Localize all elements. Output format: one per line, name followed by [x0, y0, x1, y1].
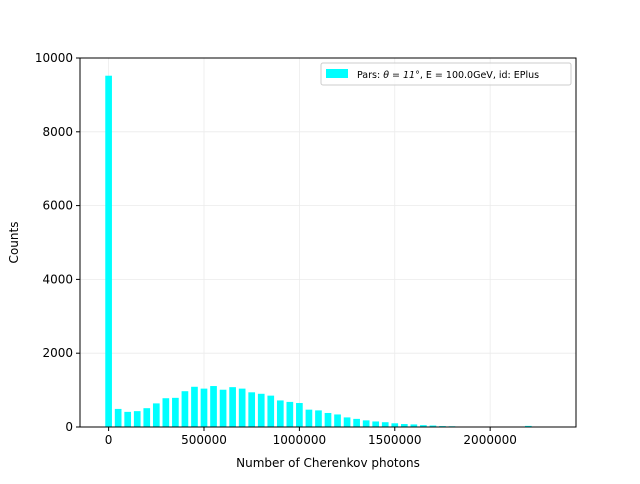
- legend-energy: E = 100.0GeV: [426, 70, 493, 81]
- y-tick-label: 2000: [42, 346, 73, 360]
- x-tick-label: 1000000: [273, 433, 326, 447]
- y-tick-label: 8000: [42, 125, 73, 139]
- legend-swatch: [326, 69, 348, 78]
- legend-suffix: , id: EPlus: [493, 70, 539, 81]
- histogram-bar: [248, 392, 255, 427]
- legend: Pars: θ = 11°, E = 100.0GeV, id: EPlus: [321, 63, 571, 85]
- y-tick-label: 6000: [42, 199, 73, 213]
- histogram-bar: [210, 386, 217, 427]
- y-axis-label: Counts: [7, 222, 21, 264]
- histogram-bar: [220, 390, 227, 427]
- histogram-bar: [344, 417, 351, 427]
- histogram-bar: [258, 394, 265, 427]
- histogram-bar: [153, 403, 160, 427]
- histogram-bar: [306, 410, 313, 427]
- histogram-bar: [363, 420, 370, 427]
- histogram-bar: [191, 387, 198, 427]
- histogram-bar: [315, 410, 322, 427]
- histogram-bar: [325, 413, 332, 427]
- histogram-bar: [372, 421, 379, 427]
- x-tick-label: 0: [105, 433, 113, 447]
- legend-prefix: Pars:: [357, 70, 383, 81]
- y-tick-label: 10000: [35, 51, 73, 65]
- histogram-bar: [353, 419, 360, 427]
- histogram-bar: [105, 76, 112, 427]
- histogram-bar: [182, 391, 189, 427]
- y-tick-label: 4000: [42, 272, 73, 286]
- histogram-bar: [201, 389, 208, 427]
- histogram-bar: [143, 408, 150, 427]
- histogram-bar: [134, 411, 141, 427]
- histogram-bar: [115, 409, 122, 427]
- histogram-bar: [382, 422, 389, 427]
- histogram-bar: [334, 414, 341, 427]
- x-tick-label: 500000: [181, 433, 227, 447]
- histogram-bar: [172, 398, 179, 427]
- histogram-bar: [239, 389, 246, 427]
- histogram-bar: [287, 402, 294, 427]
- histogram-bar: [229, 387, 236, 427]
- histogram-bar: [391, 423, 398, 427]
- legend-theta: θ = 11°: [383, 70, 420, 81]
- x-tick-label: 1500000: [368, 433, 421, 447]
- x-tick-label: 2000000: [463, 433, 516, 447]
- histogram-bar: [267, 396, 274, 427]
- histogram-bar: [163, 398, 170, 427]
- histogram-bar: [296, 403, 303, 427]
- histogram-bar: [124, 412, 131, 427]
- histogram-bar: [277, 400, 284, 427]
- y-tick-label: 0: [65, 420, 73, 434]
- legend-entry: Pars: θ = 11°, E = 100.0GeV, id: EPlus: [357, 70, 539, 81]
- x-axis-label: Number of Cherenkov photons: [236, 456, 420, 470]
